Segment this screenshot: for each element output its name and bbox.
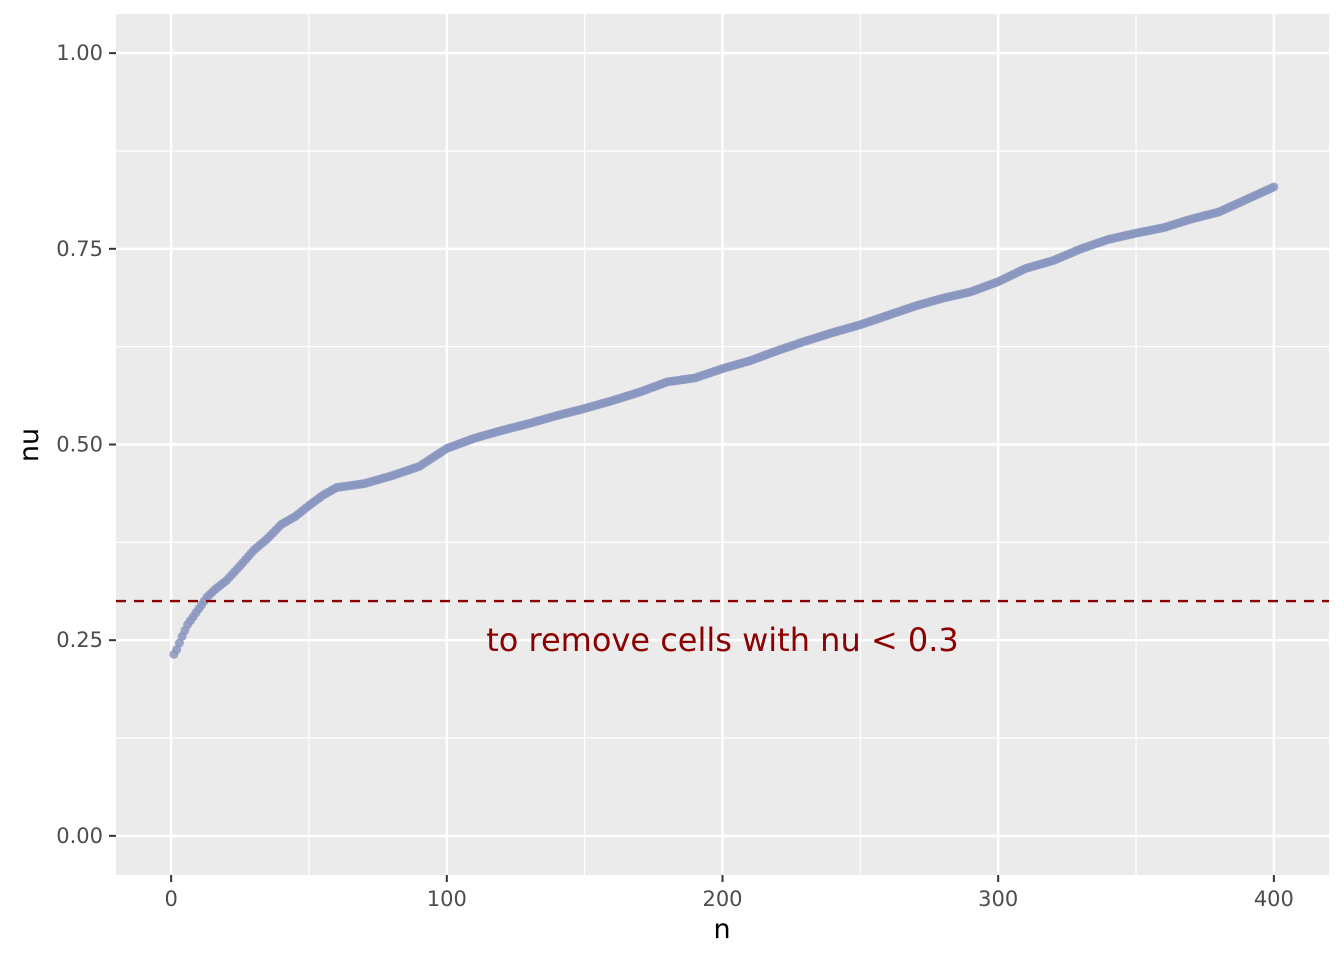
x-tick-label: 200 — [702, 887, 742, 911]
x-axis-title: n — [713, 914, 730, 945]
y-axis-title: nu — [14, 428, 45, 462]
x-tick-label: 0 — [164, 887, 177, 911]
y-tick-label: 0.00 — [56, 824, 103, 848]
data-point — [1269, 182, 1279, 192]
y-tick-label: 0.25 — [56, 628, 103, 652]
y-tick-label: 1.00 — [56, 41, 103, 65]
y-tick-label: 0.75 — [56, 237, 103, 261]
y-tick-label: 0.50 — [56, 433, 103, 457]
x-axis-ticks: 0 100 200 300 400 — [164, 875, 1294, 911]
x-tick-label: 300 — [978, 887, 1018, 911]
x-tick-label: 400 — [1254, 887, 1294, 911]
data-points — [169, 182, 1279, 659]
y-axis-ticks: 0.00 0.25 0.50 0.75 1.00 — [56, 41, 116, 848]
threshold-annotation: to remove cells with nu < 0.3 — [486, 621, 959, 659]
x-tick-label: 100 — [427, 887, 467, 911]
